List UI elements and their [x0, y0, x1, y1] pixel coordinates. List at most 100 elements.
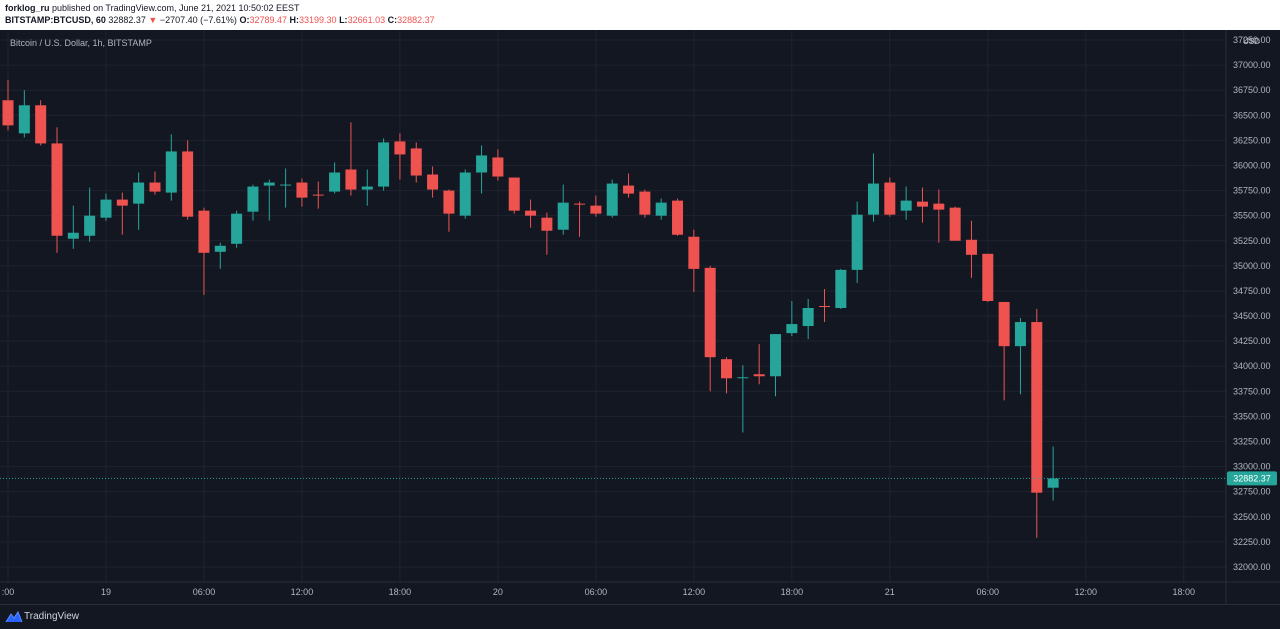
candle-body: [835, 269, 847, 309]
candle-body: [639, 191, 651, 215]
author-name[interactable]: forklog_ru: [5, 3, 50, 13]
last-price: 32882.37: [108, 15, 146, 25]
y-tick-label: 35000.00: [1233, 261, 1271, 271]
series-legend-title[interactable]: Bitcoin / U.S. Dollar, 1h, BITSTAMP: [10, 38, 152, 48]
x-tick-label: 06:00: [585, 587, 608, 597]
x-tick-label: 06:00: [977, 587, 1000, 597]
y-tick-label: 34000.00: [1233, 361, 1271, 371]
candle-down: [721, 357, 733, 394]
y-tick-label: 36750.00: [1233, 85, 1271, 95]
candle-down: [982, 253, 994, 302]
candle-body: [67, 232, 79, 239]
candle-body: [557, 202, 569, 230]
price-axis[interactable]: 32000.00 32250.00 32500.00 32750.00 33000.00…: [1233, 35, 1271, 572]
candle-down: [410, 142, 422, 183]
candle-down: [916, 187, 928, 223]
tradingview-logo-icon: [5, 610, 23, 623]
candle-body: [933, 203, 945, 210]
candle-body: [182, 151, 194, 217]
candle-body: [427, 174, 439, 190]
y-tick-label: 36000.00: [1233, 160, 1271, 170]
y-tick-label: 35750.00: [1233, 186, 1271, 196]
candle-body: [541, 217, 553, 231]
x-tick-label: :00: [2, 587, 15, 597]
candle-body: [280, 184, 292, 186]
candle-down: [574, 201, 586, 237]
candle-body: [312, 194, 324, 196]
candle-down: [688, 229, 700, 292]
candle-body: [965, 239, 977, 255]
candle-body: [949, 207, 961, 241]
close-value: 32882.37: [397, 15, 435, 25]
candle-body: [623, 185, 635, 194]
candle-up: [786, 300, 798, 337]
candle-down: [345, 122, 357, 196]
candle-body: [851, 214, 863, 270]
candle-body: [688, 236, 700, 269]
y-tick-label: 33000.00: [1233, 462, 1271, 472]
candle-down: [149, 171, 161, 195]
candle-body: [574, 203, 586, 205]
candle-up: [737, 365, 749, 433]
y-tick-label: 32250.00: [1233, 537, 1271, 547]
candle-body: [1031, 322, 1043, 493]
symbol-info: BITSTAMP:BTCUSD, 60 32882.37 ▼ −2707.40 …: [5, 15, 435, 25]
candle-body: [410, 148, 422, 176]
candle-down: [541, 212, 553, 255]
low-label: L:: [339, 15, 348, 25]
tradingview-brand[interactable]: TradingView: [24, 611, 80, 622]
candle-body: [476, 155, 488, 173]
candle-down: [296, 178, 308, 207]
candlestick-chart[interactable]: 32882.37 32000.00 32250.00 32500.00 32750.0…: [0, 30, 1280, 604]
candle-down: [2, 80, 14, 131]
open-label: O:: [239, 15, 250, 25]
candle-down: [965, 220, 977, 278]
candle-down: [116, 192, 128, 235]
candle-body: [704, 267, 716, 358]
candle-body: [18, 105, 30, 134]
candle-down: [443, 189, 455, 232]
candle-body: [2, 100, 14, 126]
candle-down: [753, 344, 765, 385]
time-axis[interactable]: :00 19 06:00 12:00 18:00 20 06:00 12:00 18:00 21 0…: [2, 587, 1195, 597]
y-tick-label: 32750.00: [1233, 487, 1271, 497]
candle-up: [100, 193, 112, 221]
candle-down: [394, 133, 406, 180]
candle-down: [427, 166, 439, 198]
candle-down: [182, 140, 194, 220]
candle-up: [214, 242, 226, 269]
candle-body: [296, 182, 308, 198]
candle-up: [1047, 446, 1059, 501]
open-value: 32789.47: [249, 15, 287, 25]
candle-body: [606, 183, 618, 216]
candle-down: [590, 195, 602, 217]
candle-body: [263, 182, 275, 186]
candle-up: [263, 179, 275, 221]
candle-body: [982, 253, 994, 301]
y-tick-label: 36500.00: [1233, 110, 1271, 120]
candle-body: [672, 200, 684, 235]
y-tick-label: 37000.00: [1233, 60, 1271, 70]
candle-up: [247, 184, 259, 221]
candle-down: [508, 177, 520, 214]
candle-up: [378, 138, 390, 191]
candle-body: [149, 182, 161, 192]
candle-up: [361, 169, 373, 206]
close-label: C:: [387, 15, 398, 25]
candle-down: [198, 207, 210, 295]
x-tick-label: 18:00: [389, 587, 412, 597]
candle-up: [835, 268, 847, 310]
x-tick-label: 18:00: [781, 587, 804, 597]
symbol-name: BITSTAMP:BTCUSD, 60: [5, 15, 106, 25]
currency-label: USD: [1243, 37, 1260, 46]
candle-body: [198, 210, 210, 253]
candle-up: [67, 205, 79, 249]
y-tick-label: 35250.00: [1233, 236, 1271, 246]
high-label: H:: [289, 15, 300, 25]
candle-body: [819, 306, 830, 308]
candle-down: [704, 265, 716, 392]
candle-down: [672, 198, 684, 236]
y-tick-label: 37250.00: [1233, 35, 1271, 45]
candle-down: [639, 189, 651, 218]
last-price-line: 32882.37: [0, 471, 1277, 486]
